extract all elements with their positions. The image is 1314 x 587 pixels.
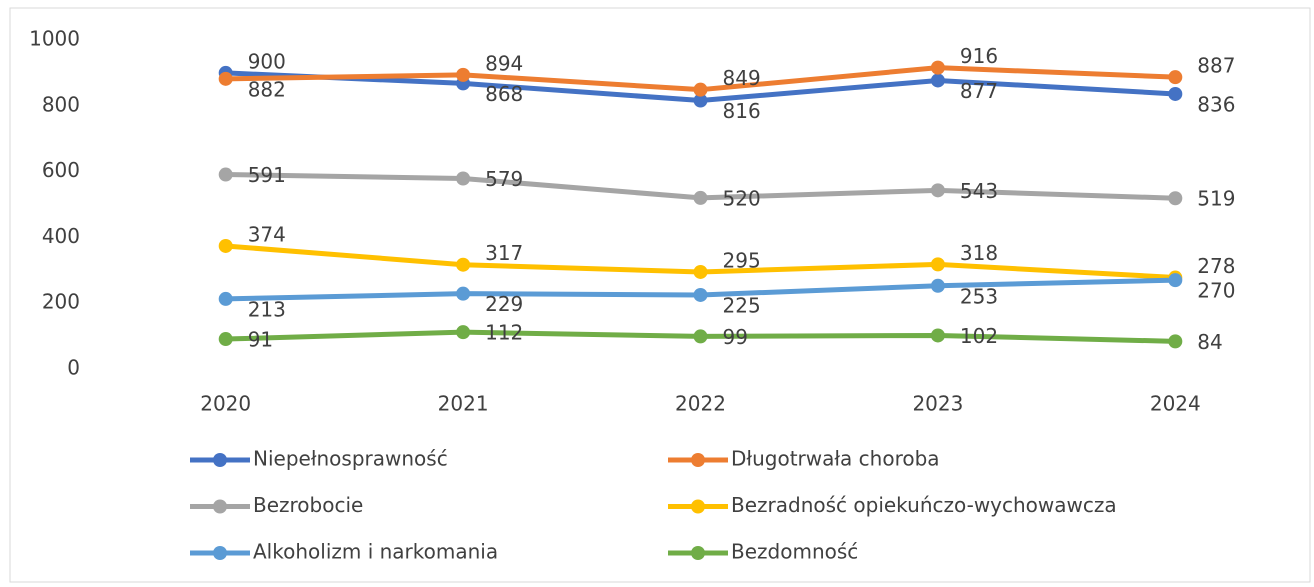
- legend-label: Bezradność opiekuńczo-wychowawcza: [731, 493, 1117, 517]
- point: [1168, 70, 1183, 85]
- x-tick-label: 2024: [1150, 392, 1201, 416]
- legend-label: Alkoholizm i narkomania: [253, 540, 498, 564]
- point: [693, 264, 708, 279]
- data-label: 84: [1197, 330, 1222, 354]
- legend-marker: [691, 453, 705, 467]
- data-label: 877: [960, 79, 998, 103]
- data-label: 836: [1197, 92, 1235, 116]
- data-label: 213: [248, 297, 286, 321]
- point: [930, 60, 945, 75]
- data-label: 102: [960, 324, 998, 348]
- data-label: 374: [248, 222, 286, 246]
- data-label: 543: [960, 179, 998, 203]
- data-label: 900: [248, 49, 286, 73]
- data-label: 520: [723, 186, 761, 210]
- data-label: 519: [1197, 187, 1235, 211]
- legend-label: Niepełnosprawność: [253, 447, 448, 471]
- point: [1168, 334, 1183, 349]
- point: [930, 328, 945, 343]
- point: [218, 167, 233, 182]
- point: [1168, 273, 1183, 288]
- x-tick-label: 2020: [200, 392, 251, 416]
- data-label: 278: [1197, 254, 1235, 278]
- point: [218, 238, 233, 253]
- data-label: 225: [723, 293, 761, 317]
- point: [930, 73, 945, 88]
- point: [693, 287, 708, 302]
- point: [1168, 86, 1183, 101]
- data-label: 916: [960, 44, 998, 68]
- point: [930, 278, 945, 293]
- x-tick-label: 2022: [675, 392, 726, 416]
- data-label: 91: [248, 328, 273, 352]
- legend-marker: [213, 453, 227, 467]
- y-tick-label: 0: [67, 356, 80, 380]
- data-label: 816: [723, 99, 761, 123]
- point: [456, 171, 471, 186]
- legend-label: Długotrwała choroba: [731, 447, 940, 471]
- data-label: 887: [1197, 54, 1235, 78]
- point: [693, 93, 708, 108]
- point: [930, 183, 945, 198]
- point: [456, 257, 471, 272]
- point: [456, 325, 471, 340]
- y-tick-label: 1000: [29, 27, 80, 51]
- data-label: 849: [723, 66, 761, 90]
- legend-label: Bezrobocie: [253, 493, 363, 517]
- legend-marker: [213, 499, 227, 514]
- data-label: 229: [485, 292, 523, 316]
- data-label: 318: [960, 241, 998, 265]
- y-tick-label: 200: [42, 290, 80, 314]
- legend-marker: [691, 499, 705, 514]
- point: [456, 286, 471, 301]
- point: [218, 291, 233, 306]
- data-label: 99: [723, 325, 748, 349]
- point: [1168, 191, 1183, 206]
- point: [218, 71, 233, 86]
- data-label: 295: [723, 248, 761, 272]
- point: [930, 257, 945, 272]
- y-tick-label: 600: [42, 158, 80, 182]
- x-tick-label: 2023: [912, 392, 963, 416]
- data-label: 317: [485, 241, 523, 265]
- point: [693, 190, 708, 205]
- point: [693, 329, 708, 344]
- data-label: 270: [1197, 279, 1235, 303]
- legend-label: Bezdomność: [731, 540, 858, 564]
- y-tick-label: 800: [42, 92, 80, 116]
- data-label: 868: [485, 82, 523, 106]
- point: [218, 332, 233, 347]
- legend-marker: [213, 546, 227, 560]
- data-label: 882: [248, 77, 286, 101]
- data-label: 112: [485, 321, 523, 345]
- data-label: 253: [960, 284, 998, 308]
- point: [693, 82, 708, 97]
- data-label: 894: [485, 51, 523, 75]
- data-label: 591: [248, 163, 286, 187]
- data-label: 579: [485, 167, 523, 191]
- point: [456, 67, 471, 82]
- legend-marker: [691, 546, 705, 560]
- x-tick-label: 2021: [438, 392, 489, 416]
- y-tick-label: 400: [42, 224, 80, 248]
